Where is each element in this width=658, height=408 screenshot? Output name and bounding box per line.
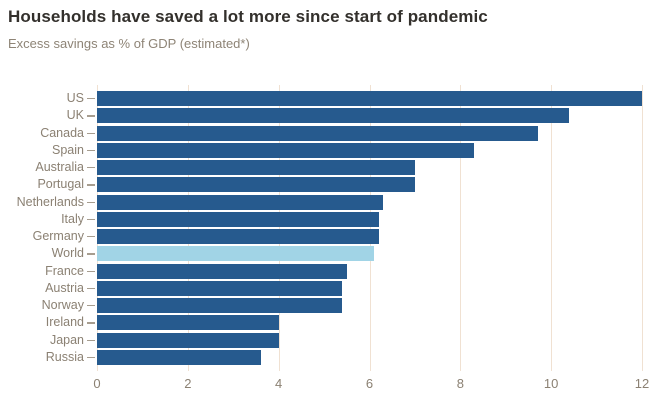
category-label: Norway [41,298,84,312]
gridline [642,85,643,371]
x-tick-label: 4 [275,376,283,391]
bar-highlight [97,246,375,262]
bar-row: France [45,263,642,280]
category-label: Ireland [45,315,84,330]
x-tick-label: 6 [365,376,374,391]
bar [97,142,474,158]
category-tick [87,149,95,152]
category-tick [87,356,95,359]
bar [97,125,538,141]
category-tick [87,132,95,134]
gridline [551,85,553,371]
bar-row: UK [67,107,642,124]
gridline [369,85,371,371]
category-tick [87,115,95,117]
category-label: Portugal [37,177,84,192]
bar-row: Portugal [37,176,642,193]
x-tick-label: 2 [184,376,192,391]
gridline [187,85,189,371]
bar-row: World [52,245,642,262]
category-label: Germany [32,229,84,243]
bar-row: Germany [33,228,642,245]
bar [97,298,343,314]
category-tick [87,339,95,341]
category-tick [87,184,95,186]
category-label: Italy [61,211,84,226]
x-tick-label: 8 [456,376,464,391]
gridline [97,85,98,371]
category-label: Canada [40,125,84,140]
bar-row: US [67,90,642,107]
gridline [460,85,462,371]
chart-title: Households have saved a lot more since s… [8,7,488,26]
bar-rows: US UK Canada Spain Australia Portugal Netherla… [17,90,642,366]
category-tick [87,236,95,238]
bar [97,315,279,331]
category-label: Australia [35,160,84,174]
category-label: Russia [45,349,84,364]
category-tick [87,287,95,290]
bar-row: Ireland [46,314,642,331]
bar-row: Japan [50,332,642,349]
gridline [278,85,280,371]
category-label: France [45,263,84,278]
category-tick [87,201,95,203]
category-label: World [51,246,84,261]
bar [97,91,642,107]
bar [97,211,379,227]
category-tick [87,167,95,169]
bar [97,332,279,348]
category-tick [87,253,95,255]
category-tick [87,218,95,221]
category-label: Japan [49,332,84,347]
bar-row: Netherlands [17,194,642,211]
category-label: US [66,91,84,105]
chart-subtitle: Excess savings as % of GDP (estimated*) [8,36,250,51]
x-tick-label: 10 [543,376,559,391]
bar-row: Norway [42,297,642,314]
category-label: UK [66,108,84,123]
bar [97,194,384,210]
bar-row: Canada [40,125,642,142]
category-label: Spain [52,142,84,157]
bar-row: Austria [45,280,642,297]
bar [97,263,347,279]
bar [97,229,379,245]
plot-area: 0 2 4 6 8 10 12 US UK Canada Spain Australia Portuga… [17,85,649,391]
category-label: Netherlands [16,194,84,209]
bar [97,160,415,176]
x-tick-label: 0 [93,376,101,391]
bar-row: Australia [35,159,642,176]
bar [97,349,261,365]
x-tick-label: 12 [634,376,650,391]
bar-row: Spain [52,142,642,159]
bar-row: Italy [61,211,642,228]
bar [97,108,570,124]
category-tick [87,98,95,100]
category-tick [87,322,95,324]
bar [97,280,343,296]
bar-row: Russia [46,349,642,366]
category-tick [87,270,95,272]
category-tick [87,305,95,307]
category-label: Austria [45,280,84,295]
bar [97,177,415,193]
